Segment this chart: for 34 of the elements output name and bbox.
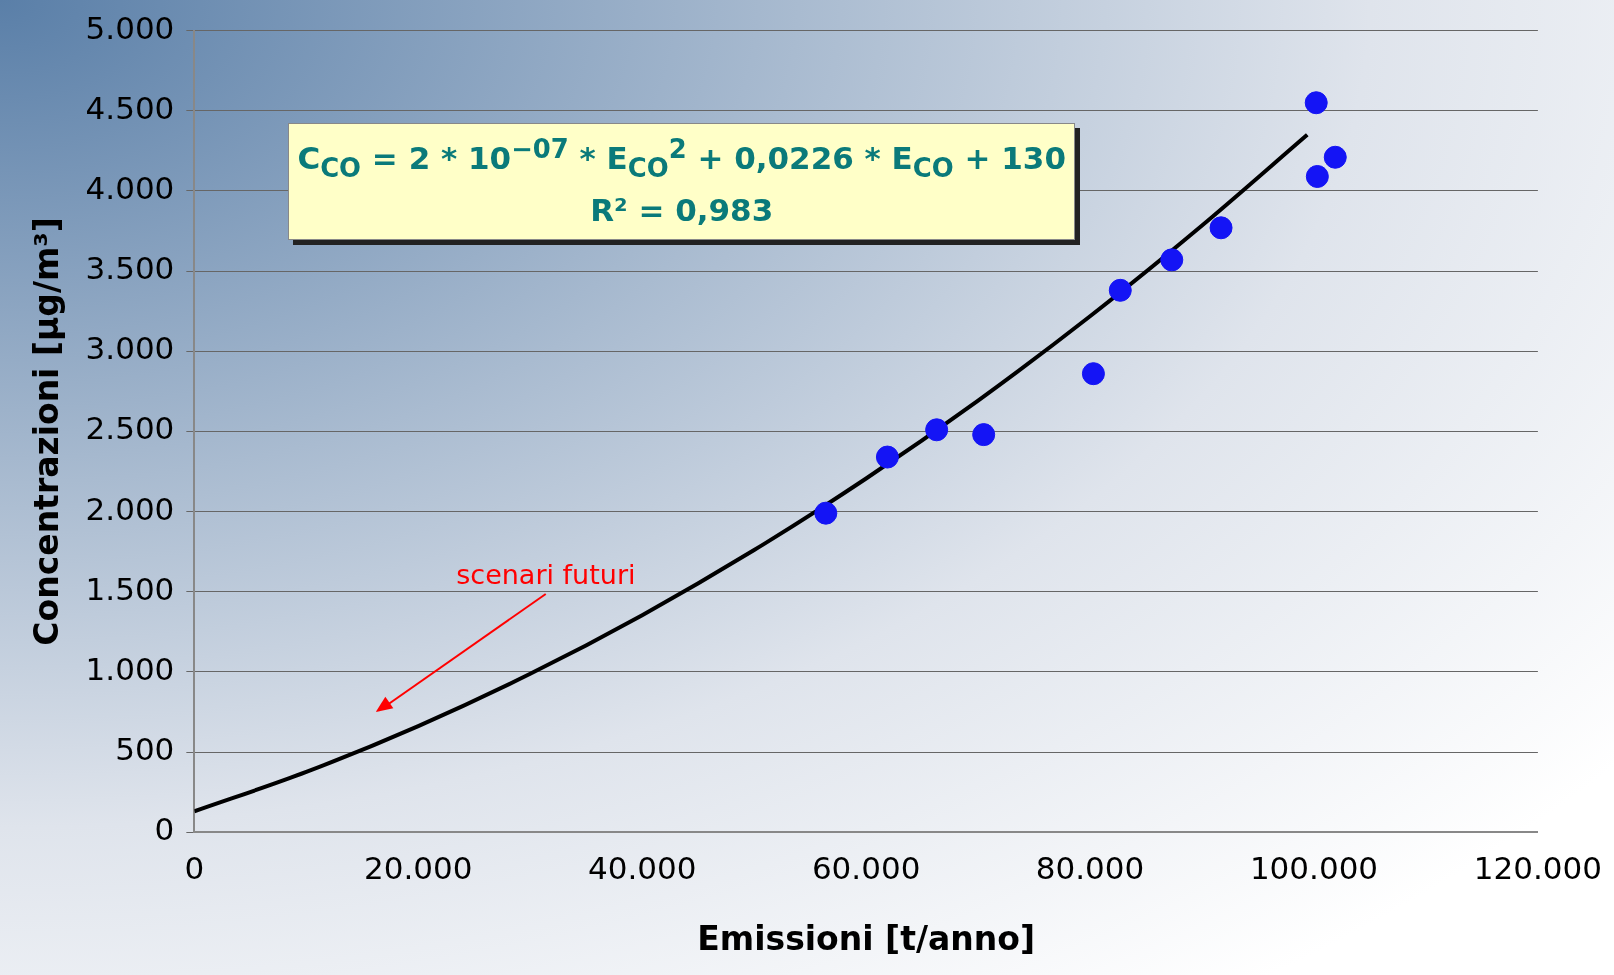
y-tick-label: 3.000 (85, 330, 175, 367)
point (1323, 145, 1347, 169)
point (972, 423, 996, 447)
point (925, 418, 949, 442)
y-tick-label: 1.000 (85, 650, 175, 687)
line-series (194, 132, 1310, 814)
y-tick-label: 4.500 (85, 89, 175, 126)
point (1304, 91, 1328, 115)
y-tick-label: 500 (115, 731, 175, 768)
x-tick-label: 0 (184, 849, 205, 886)
x-axis-title: Emissioni [t/anno] (697, 918, 1035, 958)
y-tick-label: 5.000 (85, 9, 175, 46)
x-tick-label: 60.000 (811, 849, 921, 886)
y-tick-label: 1.500 (85, 570, 175, 607)
point (1209, 216, 1233, 240)
y-tick-label: 0 (154, 811, 175, 848)
point (814, 501, 838, 525)
y-tick-label: 2.500 (85, 410, 175, 447)
y-axis-title: Concentrazioni [μg/m³] (27, 217, 67, 646)
x-tick-label: 120.000 (1473, 849, 1603, 886)
point (1081, 362, 1105, 386)
annotation: scenari futuri (456, 558, 636, 590)
y-tick-label: 4.000 (85, 169, 175, 206)
point (1108, 278, 1132, 302)
x-tick-label: 20.000 (364, 849, 473, 886)
point (1160, 248, 1184, 272)
text: C$_{CO}$ = 2 * 10$^{−07}$ * E$_{CO}$$^{2}$ + 0,0226 * E$_{CO}$ + 130 R² = 0,983 (297, 133, 1067, 228)
y-tick-label: 3.500 (85, 250, 175, 287)
y-tick-label: 2.000 (85, 490, 175, 527)
x-tick-label: 80.000 (1035, 849, 1145, 886)
x-tick-label: 40.000 (587, 849, 697, 886)
x-tick-label: 100.000 (1249, 849, 1379, 886)
point (875, 445, 899, 469)
point (1305, 164, 1329, 188)
